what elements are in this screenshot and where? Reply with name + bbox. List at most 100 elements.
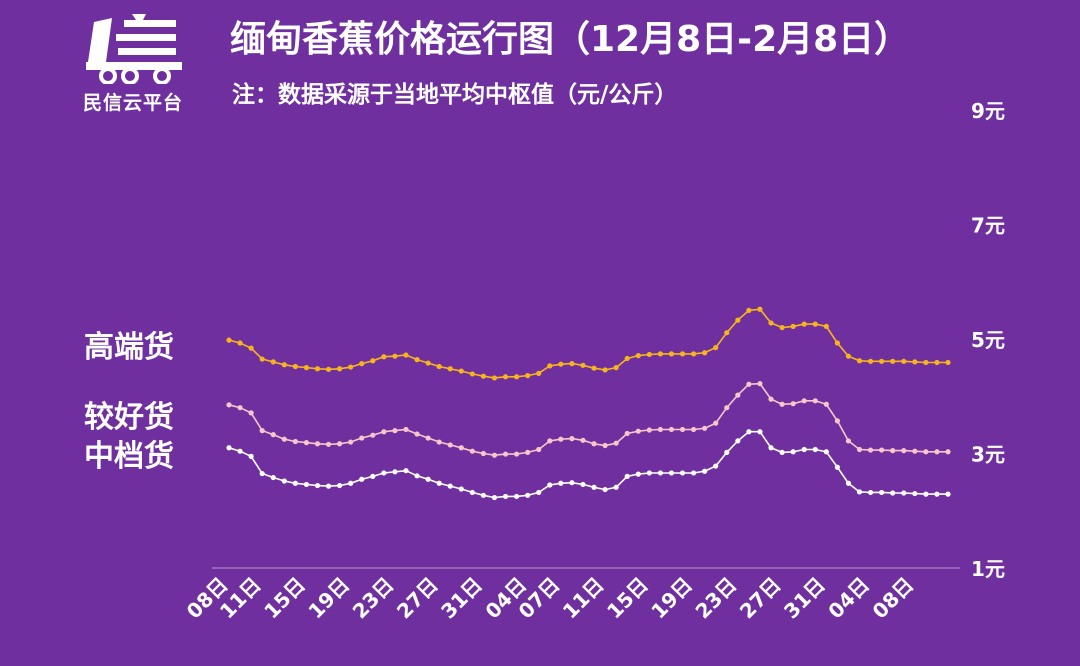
series-0-point [525,373,531,379]
series-0-point [281,362,287,368]
x-tick-label: 19日 [303,573,354,624]
series-2-point [624,473,630,479]
series-line-1 [228,382,948,457]
series-1-point [690,426,697,433]
series-1-point [325,441,332,447]
series-1-point [525,449,531,455]
series-2-point [613,484,619,490]
series-0-point [890,358,896,364]
series-1-point [757,381,763,387]
series-2-point [912,490,918,497]
series-0-point [834,340,840,346]
series-2-point [436,480,442,486]
series-2-point [779,449,785,455]
series-0-point [679,351,686,357]
series-1-point [348,439,354,445]
series-2-point [359,476,365,482]
series-0-point [436,363,442,370]
series-0-point [348,364,354,370]
brand-logo: 民信云平台 [78,10,188,114]
series-2-point [635,471,641,477]
series-1-point [270,432,276,438]
series-1-point [337,441,343,447]
series-0-point [713,344,719,351]
legend-mid-label: 中档货 [84,439,174,474]
series-2-point [801,446,807,453]
series-2-point [879,489,885,496]
series-0-point [359,361,365,367]
series-2-point [724,449,730,455]
series-2-point [812,446,818,453]
series-2-point [768,445,774,451]
series-2-point [458,486,464,492]
series-0-point [934,359,940,366]
series-line-0 [228,308,948,379]
series-2-point [746,429,752,435]
series-2-point [303,481,310,488]
series-0-point [879,358,885,364]
x-tick-label: 31日 [779,573,830,624]
series-1-point [602,442,608,449]
series-1-point [281,436,287,442]
series-2-point [248,453,254,459]
series-0-point [270,359,276,365]
series-2-point [425,476,431,482]
series-2-point [934,491,940,497]
series-1-point [536,446,542,453]
series-2-point [237,448,243,454]
series-2-point [259,470,265,477]
series-0-point [690,351,697,357]
series-1-point [702,425,708,431]
series-0-point [856,358,863,364]
series-2-point [558,480,564,486]
series-1-point [580,437,586,443]
series-2-point [901,490,907,496]
brand-name: 民信云平台 [82,92,183,114]
x-tick-label: 08日 [868,573,919,624]
series-1-point [226,402,232,408]
series-1-point [923,449,929,455]
series-1-point [945,449,951,455]
series-1-point [790,401,796,407]
series-1-point [934,449,940,455]
series-0-point [259,356,265,362]
series-1-point [458,445,464,451]
series-1-point [635,428,641,434]
series-0-point [502,374,509,380]
series-0-point [469,371,475,377]
series-0-point [657,351,664,357]
series-0-point [458,368,464,374]
series-1-point [845,438,852,444]
series-0-point [325,366,332,372]
series-2-point [281,478,287,484]
series-1-point [624,430,630,437]
series-0-point [801,321,807,327]
series-1-point [735,392,741,398]
series-2-point [270,474,276,481]
series-1-point [834,418,840,424]
series-1-point [248,410,254,416]
series-1-point [768,396,774,402]
series-0-point [746,307,752,313]
series-0-point [845,353,852,359]
series-1-point [514,451,520,457]
x-tick-label: 27日 [735,573,786,624]
series-0-point [237,340,243,346]
series-0-point [602,367,608,373]
series-1-point [679,426,686,433]
series-1-point [403,426,409,433]
series-0-point [569,361,575,367]
series-1-point [724,405,730,411]
series-1-point [801,398,807,404]
series-0-point [514,374,520,380]
series-2-point [668,470,675,476]
series-1-point [856,446,863,453]
series-1-point [237,405,243,411]
series-0-point [901,358,907,364]
series-0-point [613,365,619,371]
series-1-point [613,440,619,446]
series-1-point [502,451,509,457]
series-0-point [314,366,321,372]
x-tick-label: 23日 [691,573,742,624]
